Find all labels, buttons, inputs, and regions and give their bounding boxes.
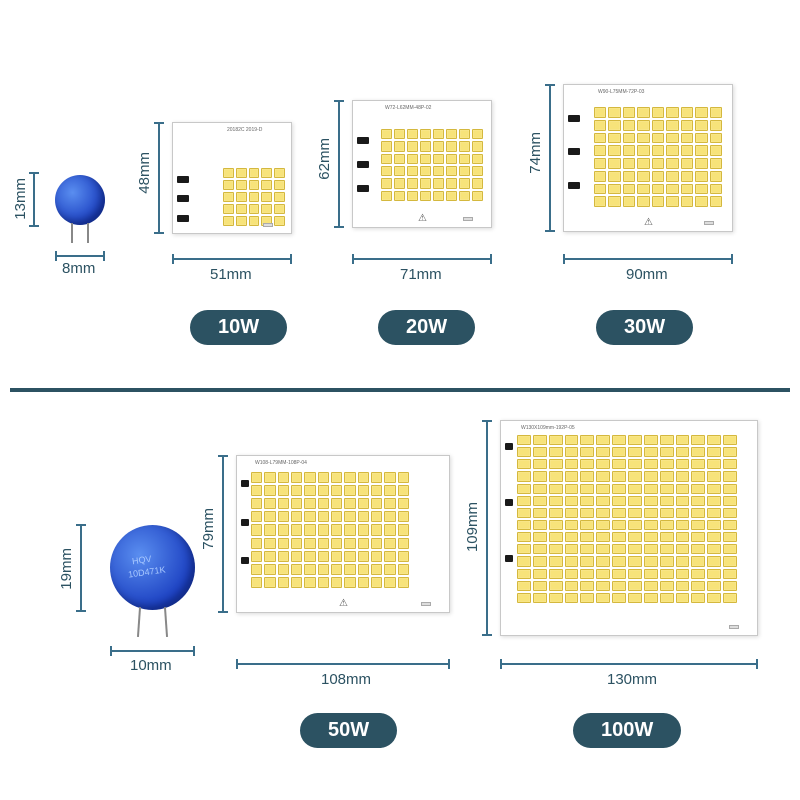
pcb-100W: W130X109mm-192P-05: [500, 420, 758, 636]
wattage-badge-100W: 100W: [573, 713, 681, 748]
cap1-height: 13mm: [12, 178, 29, 220]
wattage-badge-20W: 20W: [378, 310, 475, 345]
height-label-20W: 62mm: [316, 138, 333, 180]
capacitor-small: [55, 175, 105, 225]
cap1-width: 8mm: [62, 260, 95, 277]
height-label-10W: 48mm: [136, 152, 153, 194]
width-label-30W: 90mm: [626, 266, 668, 283]
width-label-100W: 130mm: [607, 671, 657, 688]
width-label-20W: 71mm: [400, 266, 442, 283]
pcb-10W: 20182C 2019-D: [172, 122, 292, 234]
wattage-badge-30W: 30W: [596, 310, 693, 345]
pcb-30W: W90-L75MM-72P-03⚠: [563, 84, 733, 232]
wattage-badge-50W: 50W: [300, 713, 397, 748]
cap2-height: 19mm: [58, 548, 75, 590]
wattage-badge-10W: 10W: [190, 310, 287, 345]
pcb-20W: W72-L62MM-48P-02⚠: [352, 100, 492, 228]
width-label-50W: 108mm: [321, 671, 371, 688]
divider: [10, 388, 790, 392]
height-label-100W: 109mm: [464, 502, 481, 552]
cap2-width: 10mm: [130, 657, 172, 674]
capacitor-large: HQV 10D471K: [110, 525, 195, 610]
height-label-30W: 74mm: [527, 132, 544, 174]
width-label-10W: 51mm: [210, 266, 252, 283]
height-label-50W: 79mm: [200, 508, 217, 550]
pcb-50W: W108-L79MM-108P-04⚠: [236, 455, 450, 613]
